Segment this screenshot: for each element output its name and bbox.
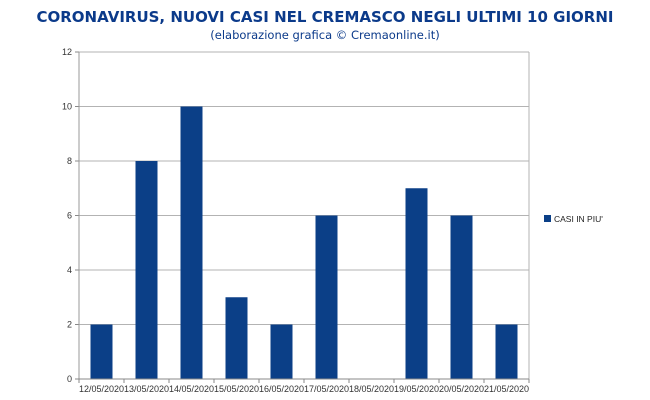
bar-14/05/2020 xyxy=(180,106,203,379)
bar-13/05/2020 xyxy=(135,161,158,379)
x-tick-label: 14/05/2020 xyxy=(169,384,214,394)
x-tick-label: 12/05/2020 xyxy=(79,384,124,394)
y-tick-label: 12 xyxy=(62,47,72,57)
bar-20/05/2020 xyxy=(450,215,473,379)
x-tick-label: 21/05/2020 xyxy=(484,384,529,394)
x-tick-label: 16/05/2020 xyxy=(259,384,304,394)
x-tick-label: 15/05/2020 xyxy=(214,384,259,394)
y-tick-label: 8 xyxy=(67,156,72,166)
bar-16/05/2020 xyxy=(270,324,293,379)
legend-label: CASI IN PIU' xyxy=(554,214,603,224)
chart-title: CORONAVIRUS, NUOVI CASI NEL CREMASCO NEG… xyxy=(36,8,614,26)
x-tick-label: 20/05/2020 xyxy=(439,384,484,394)
bar-12/05/2020 xyxy=(90,324,113,379)
bar-21/05/2020 xyxy=(495,324,518,379)
x-tick-label: 13/05/2020 xyxy=(124,384,169,394)
x-tick-label: 18/05/2020 xyxy=(349,384,394,394)
bar-15/05/2020 xyxy=(225,297,248,379)
y-tick-label: 10 xyxy=(62,102,72,112)
bar-17/05/2020 xyxy=(315,215,338,379)
y-tick-label: 0 xyxy=(67,374,72,384)
y-tick-label: 4 xyxy=(67,265,72,275)
y-tick-label: 2 xyxy=(67,320,72,330)
y-tick-label: 6 xyxy=(67,211,72,221)
x-tick-label: 17/05/2020 xyxy=(304,384,349,394)
bar-19/05/2020 xyxy=(405,188,428,379)
chart-subtitle: (elaborazione grafica © Cremaonline.it) xyxy=(210,28,440,42)
legend-swatch xyxy=(544,215,551,222)
x-tick-label: 19/05/2020 xyxy=(394,384,439,394)
